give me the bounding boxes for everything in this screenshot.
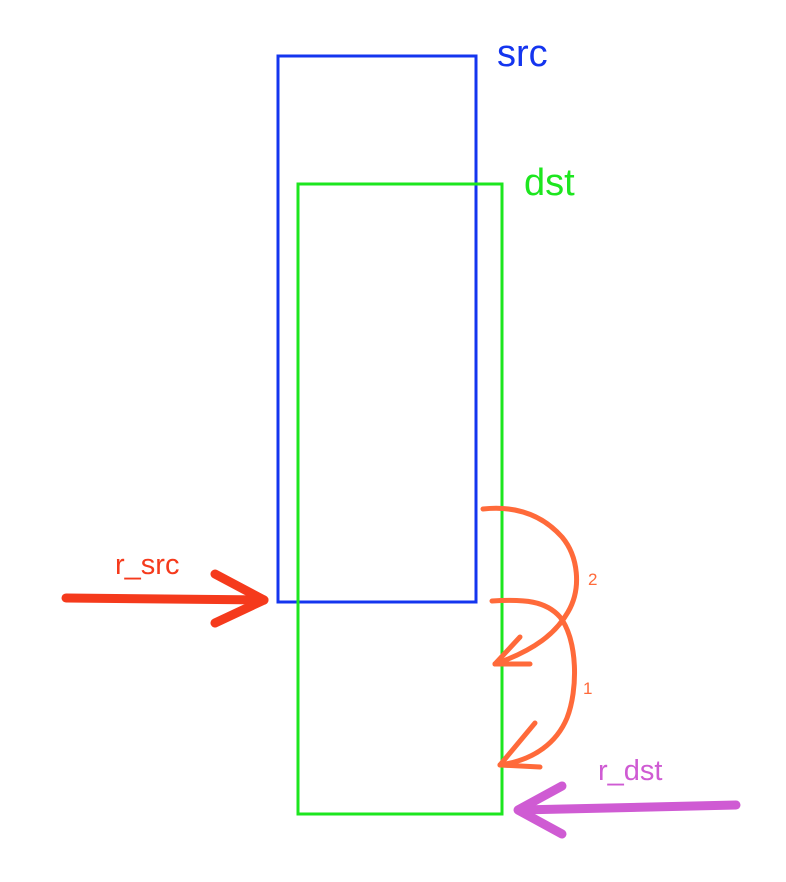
step-1-label: 1 xyxy=(583,679,592,698)
step-2-arrow xyxy=(480,505,580,667)
step-1-arrow xyxy=(489,597,578,770)
r-dst-label: r_dst xyxy=(598,755,662,787)
src-rect xyxy=(276,54,478,604)
r-src-arrow xyxy=(61,569,269,628)
r-src-label: r_src xyxy=(115,549,179,581)
dst-label: dst xyxy=(524,162,575,204)
r-dst-arrow xyxy=(513,781,741,839)
step-2-label: 2 xyxy=(588,570,597,589)
dst-rect xyxy=(296,182,504,816)
src-label: src xyxy=(497,33,548,75)
